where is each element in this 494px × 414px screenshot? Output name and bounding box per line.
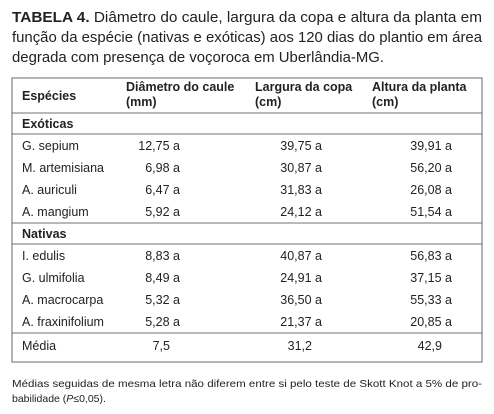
- species-cell: I. edulis: [22, 249, 65, 263]
- footnote: babilidade (P≤0,05).: [12, 393, 106, 405]
- value-cell: 5,28 a: [145, 315, 180, 329]
- value-cell: 26,08 a: [410, 183, 452, 197]
- group-label: Exóticas: [22, 117, 73, 131]
- value-cell: 6,47 a: [145, 183, 180, 197]
- value-cell: 8,83 a: [145, 249, 180, 263]
- table: Espécies Diâmetro do caule(mm) Largura da …: [12, 80, 482, 353]
- caption-line: degrada com presença de voçoroca em Uber…: [12, 49, 384, 66]
- footnote-text: P: [66, 393, 73, 405]
- species-cell: A. fraxinifolium: [22, 315, 104, 329]
- species-cell: A. mangium: [22, 205, 89, 219]
- footnote-text: ≤0,05).: [73, 393, 106, 405]
- species-cell: G. sepium: [22, 139, 79, 153]
- mean-cell: 7,5: [153, 339, 170, 353]
- footnote: Médias seguidas de mesma letra não difer…: [12, 378, 483, 390]
- header-cell: Diâmetro do caule: [126, 80, 234, 94]
- value-cell: 24,12 a: [280, 205, 322, 219]
- value-cell: 8,49 a: [145, 271, 180, 285]
- value-cell: 30,87 a: [280, 161, 322, 175]
- value-cell: 31,83 a: [280, 183, 322, 197]
- value-cell: 39,75 a: [280, 139, 322, 153]
- value-cell: 37,15 a: [410, 271, 452, 285]
- value-cell: 24,91 a: [280, 271, 322, 285]
- value-cell: 36,50 a: [280, 293, 322, 307]
- header-cell: (cm): [372, 95, 398, 109]
- table-border: [11, 77, 483, 363]
- value-cell: 20,85 a: [410, 315, 452, 329]
- header-cell: Largura da copa: [255, 80, 353, 94]
- value-cell: 5,32 a: [145, 293, 180, 307]
- value-cell: 12,75 a: [138, 139, 180, 153]
- value-cell: 40,87 a: [280, 249, 322, 263]
- value-cell: 21,37 a: [280, 315, 322, 329]
- value-cell: 6,98 a: [145, 161, 180, 175]
- mean-cell: 31,2: [288, 339, 312, 353]
- caption-text: Diâmetro do caule, largura da copa e alt…: [94, 9, 482, 26]
- value-cell: 51,54 a: [410, 205, 452, 219]
- value-cell: 56,83 a: [410, 249, 452, 263]
- footnote-text: babilidade (: [12, 393, 67, 405]
- species-cell: G. ulmifolia: [22, 271, 85, 285]
- species-cell: M. artemisiana: [22, 161, 104, 175]
- species-cell: A. auriculi: [22, 183, 77, 197]
- caption-line: função da espécie (nativas e exóticas) a…: [12, 29, 483, 46]
- caption-line: TABELA 4. Diâmetro do caule, largura da …: [12, 9, 482, 26]
- caption-label: TABELA 4.: [12, 9, 90, 26]
- mean-label: Média: [22, 339, 56, 353]
- mean-cell: 42,9: [418, 339, 442, 353]
- value-cell: 5,92 a: [145, 205, 180, 219]
- header-cell: Altura da planta: [372, 80, 468, 94]
- header-cell: Espécies: [22, 89, 76, 103]
- value-cell: 56,20 a: [410, 161, 452, 175]
- species-cell: A. macrocarpa: [22, 293, 103, 307]
- value-cell: 39,91 a: [410, 139, 452, 153]
- header-cell: (mm): [126, 95, 157, 109]
- value-cell: 55,33 a: [410, 293, 452, 307]
- header-cell: (cm): [255, 95, 281, 109]
- group-label: Nativas: [22, 227, 67, 241]
